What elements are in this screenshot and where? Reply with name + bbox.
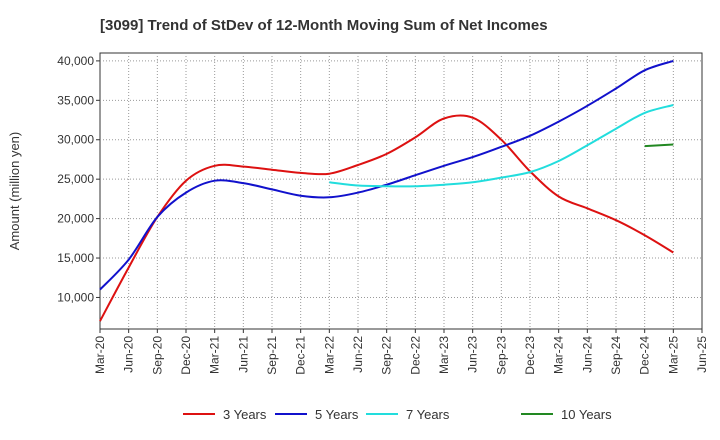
legend-label: 5 Years xyxy=(315,407,359,422)
x-tick-label: Sep-22 xyxy=(380,336,394,375)
x-tick-label: Sep-24 xyxy=(609,336,623,375)
y-tick-label: 20,000 xyxy=(57,212,94,226)
y-tick-label: 15,000 xyxy=(57,251,94,265)
x-tick-label: Dec-22 xyxy=(408,336,422,375)
series-line-5-years xyxy=(99,59,674,291)
x-tick-label: Mar-22 xyxy=(322,336,336,374)
series-lines xyxy=(99,59,674,322)
x-tick-label: Mar-24 xyxy=(552,336,566,374)
x-tick-label: Sep-20 xyxy=(150,336,164,375)
x-tick-label: Jun-21 xyxy=(236,336,250,373)
x-axis-ticks: Mar-20 Jun-20 Sep-20 Dec-20 Mar-21 Jun-21 Sep-… xyxy=(93,329,709,375)
x-tick-label: Sep-21 xyxy=(265,336,279,375)
series-line-7-years xyxy=(329,104,674,188)
x-tick-label: Dec-21 xyxy=(294,336,308,375)
x-tick-label: Jun-25 xyxy=(695,336,709,373)
chart-title: [3099] Trend of StDev of 12-Month Moving… xyxy=(100,17,548,34)
x-tick-label: Mar-25 xyxy=(666,336,680,374)
grid-lines xyxy=(100,53,702,329)
y-tick-label: 25,000 xyxy=(57,172,94,186)
legend-item-5-years: 5 Years xyxy=(275,407,359,422)
x-tick-label: Mar-21 xyxy=(208,336,222,374)
y-axis-ticks: 10,000 15,000 20,000 25,000 30,000 35,000 40,0… xyxy=(57,54,100,304)
plot-frame xyxy=(99,52,703,330)
x-tick-label: Mar-23 xyxy=(437,336,451,374)
x-tick-label: Dec-20 xyxy=(179,336,193,375)
plot-area xyxy=(99,52,703,330)
legend-item-10-years: 10 Years xyxy=(521,407,612,422)
legend-label: 3 Years xyxy=(223,407,267,422)
x-tick-label: Jun-24 xyxy=(580,336,594,373)
x-tick-label: Mar-20 xyxy=(93,336,107,374)
series-line-3-years xyxy=(99,114,674,322)
series-line-10-years xyxy=(644,143,674,148)
legend-label: 7 Years xyxy=(406,407,450,422)
x-tick-label: Jun-20 xyxy=(122,336,136,373)
legend: 3 Years 5 Years 7 Years 10 Years xyxy=(183,407,612,422)
legend-item-3-years: 3 Years xyxy=(183,407,267,422)
x-tick-label: Sep-23 xyxy=(494,336,508,375)
legend-item-7-years: 7 Years xyxy=(366,407,450,422)
y-tick-label: 35,000 xyxy=(57,93,94,107)
x-tick-label: Dec-24 xyxy=(638,336,652,375)
x-tick-label: Jun-23 xyxy=(466,336,480,373)
y-axis-label: Amount (million yen) xyxy=(7,132,22,251)
y-tick-label: 10,000 xyxy=(57,290,94,304)
legend-label: 10 Years xyxy=(561,407,612,422)
x-tick-label: Jun-22 xyxy=(351,336,365,373)
x-tick-label: Dec-23 xyxy=(523,336,537,375)
y-tick-label: 30,000 xyxy=(57,133,94,147)
y-tick-label: 40,000 xyxy=(57,54,94,68)
